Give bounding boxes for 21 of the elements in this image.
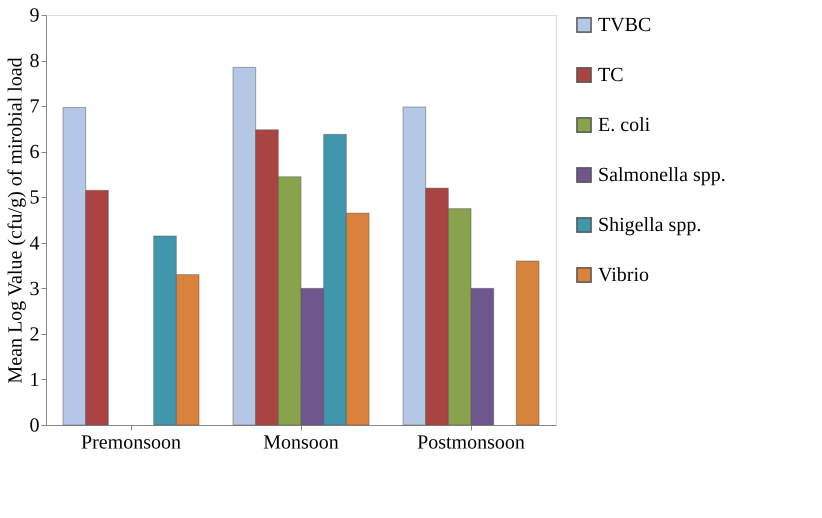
bar [516,260,540,426]
y-tick-label: 6 [30,141,40,164]
y-tick-label: 2 [30,323,40,346]
y-tick-label: 0 [30,414,40,436]
y-axis-title: Mean Log Value (cfu/g) of mirobial load [4,57,26,384]
y-tick-label: 1 [30,368,40,391]
legend-label: E. coli [598,114,651,136]
legend-label: Shigella spp. [598,214,702,236]
y-tick-label: 4 [30,232,40,254]
legend-label: Salmonella spp. [598,164,726,186]
y-tick-label: 9 [30,4,40,26]
x-tick-label: Monsoon [263,432,339,454]
y-tick-label: 3 [30,278,40,300]
legend-label: TC [598,64,624,86]
y-tick-label: 7 [30,96,40,118]
legend-label: Vibrio [598,264,650,286]
x-tick-label: Premonsoon [81,432,181,454]
x-tick-label: Postmonsoon [417,432,525,454]
legend-label: TVBC [598,14,652,36]
y-tick-label: 8 [30,50,40,72]
y-tick-label: 5 [30,186,40,209]
